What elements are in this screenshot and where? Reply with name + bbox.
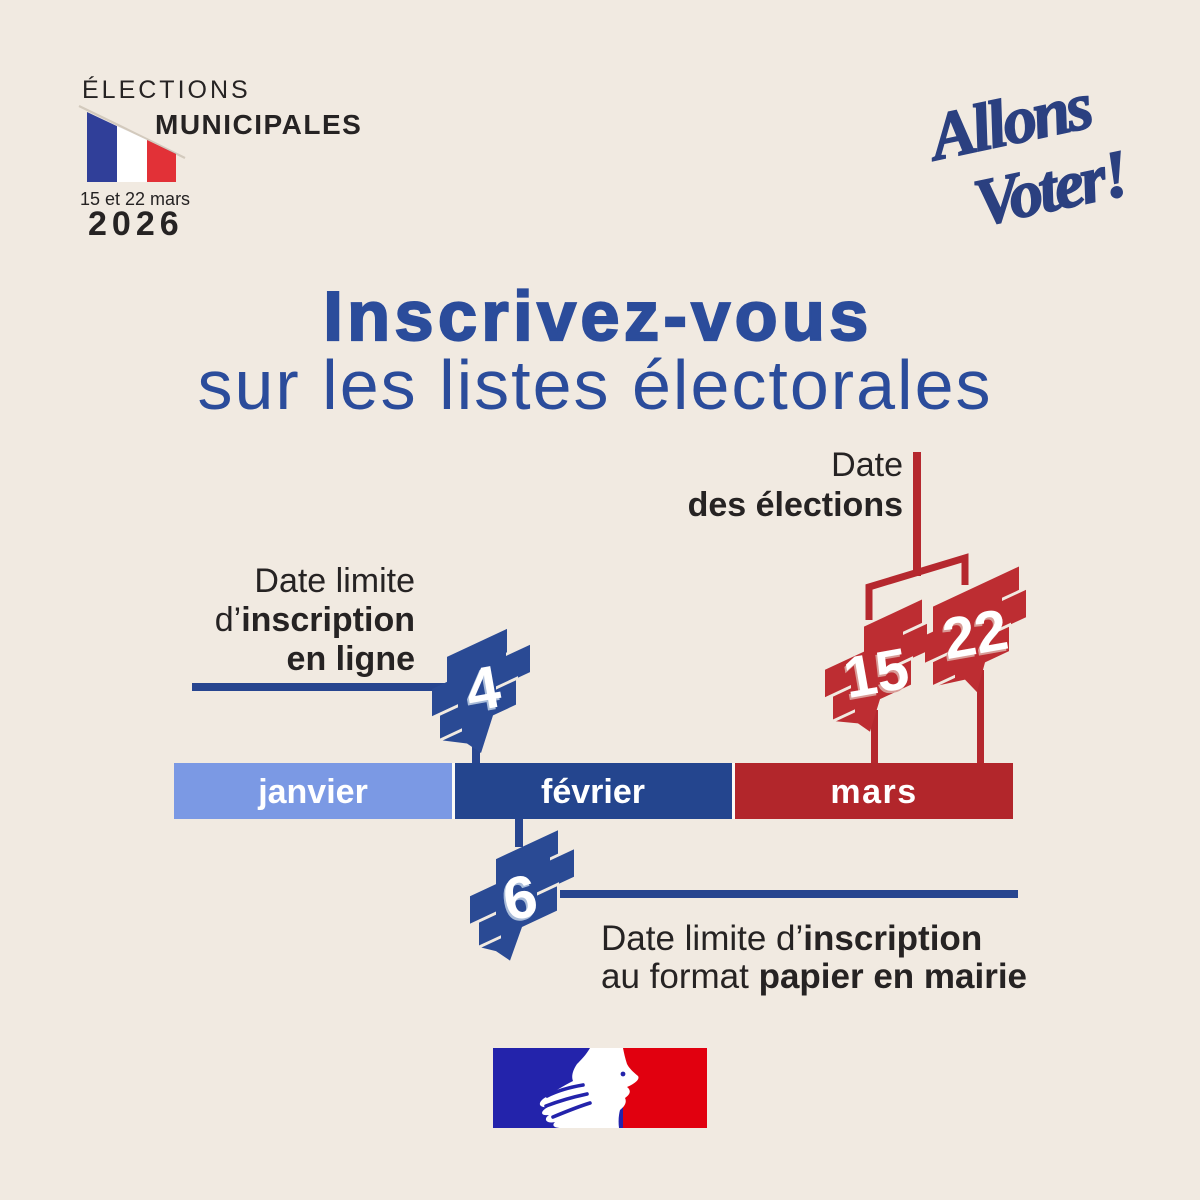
svg-text:22: 22 — [938, 597, 1013, 672]
svg-text:15: 15 — [839, 636, 914, 711]
svg-text:février: février — [541, 773, 645, 811]
svg-text:mars: mars — [830, 773, 917, 811]
svg-text:janvier: janvier — [257, 773, 368, 811]
svg-text:22: 22 — [936, 599, 1011, 674]
svg-text:15: 15 — [837, 638, 912, 713]
